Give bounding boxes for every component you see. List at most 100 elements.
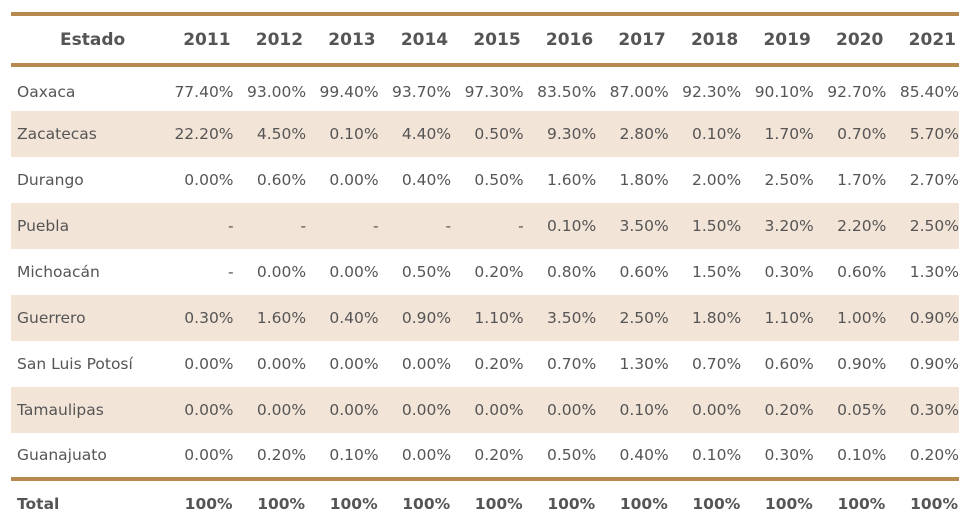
header-year: 2019 <box>741 12 814 67</box>
state-cell: Oaxaca <box>17 83 76 101</box>
production-share-table: Estado 2011 2012 2013 2014 2015 2016 201… <box>11 12 959 523</box>
value-cell: 1.50% <box>668 203 742 249</box>
header-year: 2011 <box>161 12 234 67</box>
value-cell: 92.30% <box>682 83 742 101</box>
value-cell: 0.60% <box>256 171 307 189</box>
state-cell: Michoacán <box>17 263 100 281</box>
value-cell: 0.50% <box>451 111 524 157</box>
value-cell: 92.70% <box>827 83 887 101</box>
value-cell: 0.00% <box>329 171 379 189</box>
value-cell: 0.20% <box>474 446 524 464</box>
state-cell: Durango <box>17 171 84 189</box>
value-cell: - <box>161 203 234 249</box>
value-cell: 0.40% <box>401 171 452 189</box>
value-cell: - <box>227 263 234 281</box>
state-cell: Zacatecas <box>11 111 162 157</box>
value-cell: 93.00% <box>246 83 307 101</box>
value-cell: 0.10% <box>329 446 379 464</box>
header-year: 2014 <box>378 12 452 67</box>
value-cell: 0.00% <box>401 446 452 464</box>
header-year: 2017 <box>596 12 669 67</box>
total-cell: 100% <box>668 477 742 523</box>
value-cell: 85.40% <box>899 83 959 101</box>
value-cell: 3.20% <box>741 203 814 249</box>
value-cell: 0.00% <box>378 387 452 433</box>
table-row: Guerrero 0.30% 1.60% 0.40% 0.90% 1.10% 3.50% 2.… <box>11 295 959 341</box>
value-cell: 4.40% <box>378 111 452 157</box>
value-cell: 97.30% <box>464 83 524 101</box>
table-header-row: Estado 2011 2012 2013 2014 2015 2016 201… <box>11 12 959 67</box>
value-cell: 0.50% <box>546 446 597 464</box>
table-body: Oaxaca 77.40% 93.00% 99.40% 93.70% 97.30% 83.5… <box>11 65 959 479</box>
value-cell: 1.30% <box>909 263 959 281</box>
value-cell: 0.30% <box>886 387 959 433</box>
total-cell: 100% <box>886 477 959 523</box>
value-cell: 0.70% <box>692 355 742 373</box>
header-year: 2015 <box>451 12 524 67</box>
value-cell: 1.70% <box>837 171 887 189</box>
value-cell: 99.40% <box>319 83 379 101</box>
value-cell: 1.70% <box>741 111 814 157</box>
value-cell: 0.20% <box>474 263 524 281</box>
value-cell: 1.00% <box>813 295 887 341</box>
value-cell: 1.10% <box>741 295 814 341</box>
value-cell: 2.00% <box>692 171 742 189</box>
value-cell: 0.90% <box>886 295 959 341</box>
value-cell: 0.90% <box>378 295 452 341</box>
state-cell: Puebla <box>11 203 162 249</box>
value-cell: 0.40% <box>306 295 379 341</box>
value-cell: - <box>378 203 452 249</box>
value-cell: 0.20% <box>909 446 959 464</box>
value-cell: 2.70% <box>909 171 959 189</box>
value-cell: 77.40% <box>174 83 234 101</box>
state-cell: Guerrero <box>11 295 162 341</box>
value-cell: 0.30% <box>764 263 814 281</box>
value-cell: 0.00% <box>184 355 234 373</box>
value-cell: 0.00% <box>256 263 307 281</box>
value-cell: 0.90% <box>909 355 959 373</box>
value-cell: 9.30% <box>523 111 597 157</box>
value-cell: 4.50% <box>233 111 307 157</box>
header-year: 2018 <box>668 12 742 67</box>
value-cell: 0.10% <box>668 111 742 157</box>
total-cell: 100% <box>741 477 814 523</box>
total-cell: 100% <box>596 477 669 523</box>
value-cell: - <box>451 203 524 249</box>
value-cell: 2.50% <box>886 203 959 249</box>
total-cell: 100% <box>306 477 379 523</box>
value-cell: 1.30% <box>619 355 669 373</box>
value-cell: 83.50% <box>537 83 597 101</box>
value-cell: 5.70% <box>886 111 959 157</box>
table-row: Puebla - - - - -0.10% 3.50% 1.50% 3.20% 2.20% 2.50… <box>11 203 959 249</box>
value-cell: 0.00% <box>401 355 452 373</box>
data-table-container: Estado 2011 2012 2013 2014 2015 2016 201… <box>11 12 959 523</box>
value-cell: 0.40% <box>619 446 669 464</box>
value-cell: 2.20% <box>813 203 887 249</box>
value-cell: 0.80% <box>546 263 597 281</box>
value-cell: 1.10% <box>451 295 524 341</box>
header-year: 2012 <box>233 12 307 67</box>
total-cell: 100% <box>813 477 887 523</box>
table-row: Zacatecas 22.20% 4.50% 0.10% 4.40% 0.50% 9.30%… <box>11 111 959 157</box>
value-cell: - <box>306 203 379 249</box>
value-cell: 2.80% <box>596 111 669 157</box>
value-cell: 0.20% <box>474 355 524 373</box>
total-row: Total 100% 100% 100% 100% 100% 100% 100%… <box>11 477 959 523</box>
header-state: Estado <box>11 12 162 67</box>
value-cell: 1.50% <box>692 263 742 281</box>
value-cell: 0.10% <box>837 446 887 464</box>
value-cell: 0.30% <box>764 446 814 464</box>
value-cell: 0.00% <box>256 355 307 373</box>
table-row: Guanajuato 0.00% 0.20% 0.10% 0.00% 0.20% 0.50%… <box>11 433 959 479</box>
value-cell: 0.00% <box>451 387 524 433</box>
table-row: San Luis Potosí 0.00% 0.00% 0.00% 0.00% 0.20%… <box>11 341 959 387</box>
value-cell: 1.60% <box>546 171 597 189</box>
value-cell: 0.60% <box>764 355 814 373</box>
table-row: Michoacán - 0.00% 0.00% 0.50% 0.20% 0.80% 0.60%… <box>11 249 959 295</box>
value-cell: 0.00% <box>161 387 234 433</box>
value-cell: 2.50% <box>596 295 669 341</box>
value-cell: 0.90% <box>837 355 887 373</box>
total-cell: 100% <box>233 477 307 523</box>
value-cell: 0.00% <box>233 387 307 433</box>
value-cell: 0.20% <box>256 446 307 464</box>
